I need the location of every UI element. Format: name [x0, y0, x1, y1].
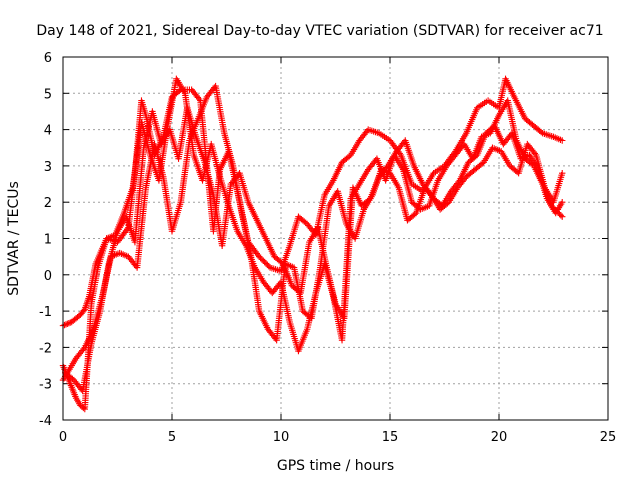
data-point — [64, 320, 71, 328]
data-point — [537, 128, 545, 136]
data-point — [383, 164, 390, 171]
data-point — [302, 219, 309, 226]
data-point — [61, 321, 68, 329]
data-point — [461, 175, 469, 182]
data-point — [531, 150, 539, 157]
data-point — [559, 169, 566, 177]
x-tick-label: 0 — [59, 430, 67, 445]
y-tick-label: 2 — [44, 196, 52, 211]
x-axis-label: GPS time / hours — [277, 458, 394, 474]
y-tick-label: 1 — [44, 233, 52, 248]
y-tick-label: 6 — [44, 51, 52, 66]
plot-frame — [62, 56, 609, 421]
data-point — [69, 375, 76, 383]
data-point — [559, 213, 566, 220]
x-tick-label: 15 — [382, 430, 399, 445]
data-point — [257, 254, 264, 262]
x-tick-label: 10 — [273, 430, 290, 445]
x-tick-label: 20 — [491, 430, 508, 445]
data-point — [256, 253, 263, 260]
axis-ticks: 0 5 10 15 20 25 -4 -3 -2 -1 0 1 2 3 4 5 6 — [39, 51, 616, 445]
data-point — [264, 261, 271, 269]
data-point — [559, 137, 566, 144]
y-axis-label: SDTVAR / TECUs — [6, 181, 22, 296]
data-point — [559, 199, 566, 206]
data-point — [65, 320, 73, 327]
y-tick-label: 5 — [44, 87, 52, 102]
data-point — [557, 212, 565, 219]
data-point — [261, 258, 268, 266]
data-point — [262, 260, 270, 267]
y-tick-label: -2 — [39, 341, 52, 356]
data-point — [260, 257, 267, 264]
x-tick-label: 25 — [600, 430, 617, 445]
y-tick-label: -3 — [39, 378, 52, 393]
data-point — [556, 210, 563, 218]
data-point — [195, 95, 203, 103]
y-tick-label: -4 — [39, 414, 52, 429]
y-tick-label: 3 — [44, 160, 52, 175]
y-tick-label: -1 — [39, 305, 52, 320]
y-tick-label: 0 — [44, 269, 52, 284]
x-tick-label: 5 — [168, 430, 176, 445]
data-point — [62, 321, 70, 328]
data-points — [59, 75, 566, 413]
data-point — [258, 256, 266, 263]
chart-title: Day 148 of 2021, Sidereal Day-to-day VTE… — [36, 23, 603, 39]
y-tick-label: 4 — [44, 124, 52, 139]
data-point — [426, 190, 434, 197]
data-point — [80, 345, 87, 353]
